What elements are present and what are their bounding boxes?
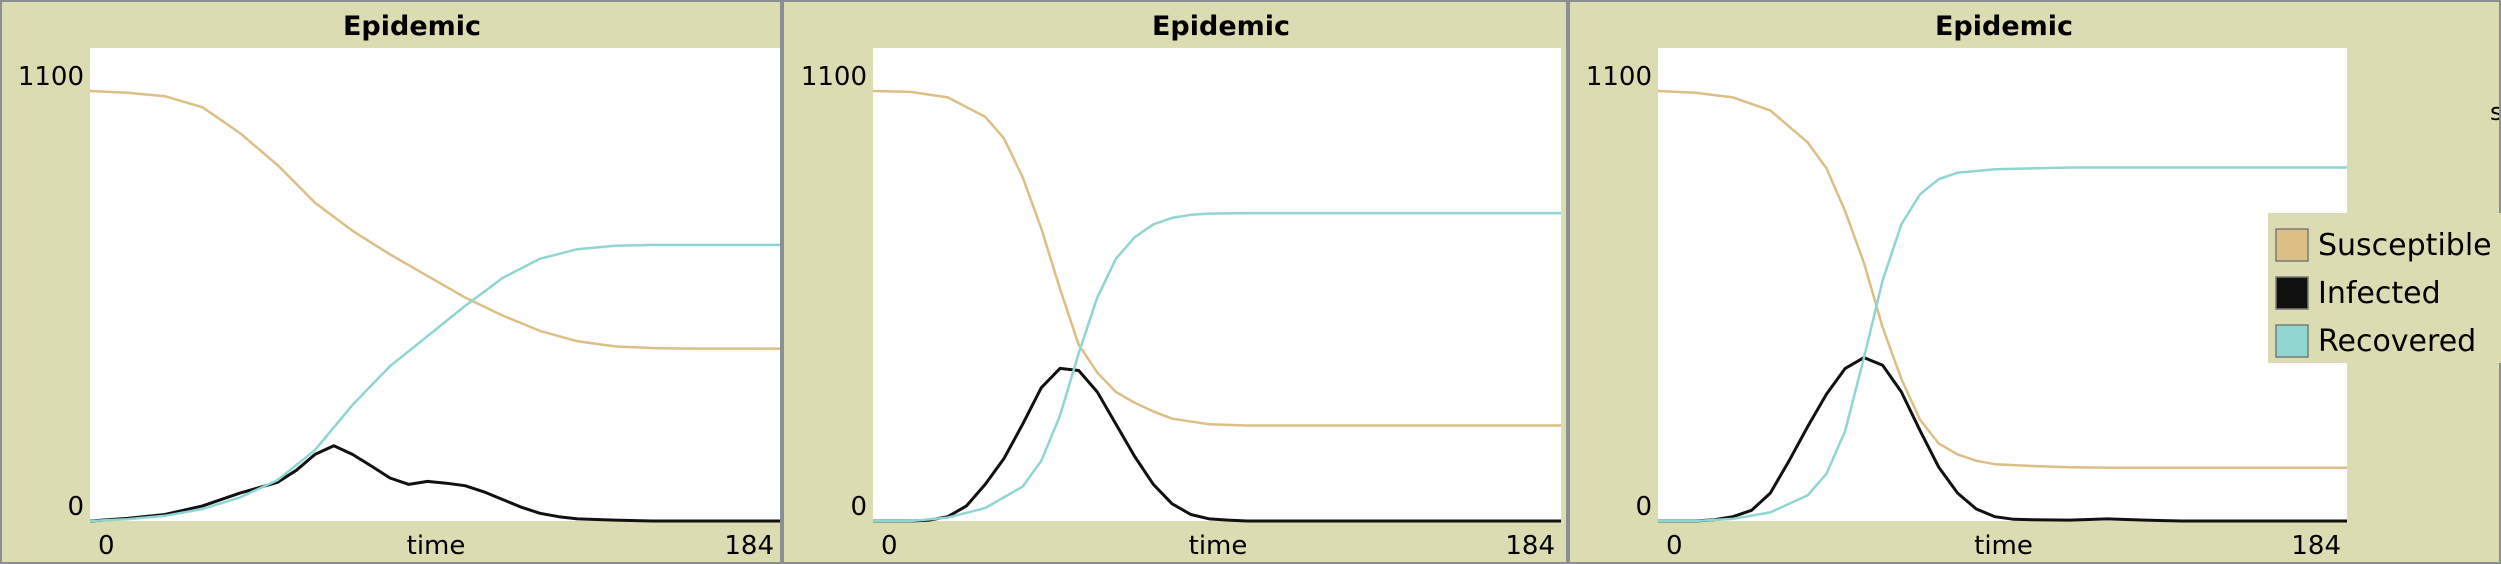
y-tick-label-min: 0 xyxy=(1635,492,1652,522)
series-line-susceptible xyxy=(89,89,780,350)
legend-label-infected: Infected xyxy=(2318,276,2441,311)
x-axis-label: time xyxy=(1974,531,2033,561)
chart-panel-2: Epidemic 1100 00 184 time xyxy=(782,0,1568,564)
panel-border xyxy=(782,0,1568,564)
chart-title: Epidemic xyxy=(343,11,481,42)
y-tick-label-max: 1100 xyxy=(18,62,84,92)
plot-area xyxy=(90,48,780,521)
x-tick-label-max: 184 xyxy=(1505,531,1555,561)
x-tick-label-max: 184 xyxy=(724,531,774,561)
y-tick-label-max: 1100 xyxy=(1586,62,1652,92)
x-axis-label: time xyxy=(407,531,466,561)
legend-swatch-recovered xyxy=(2275,324,2309,358)
series-line-susceptible xyxy=(872,89,1561,427)
x-axis-label: time xyxy=(1189,531,1248,561)
legend-label-recovered: Recovered xyxy=(2318,324,2476,359)
legend-label-susceptible: Susceptible xyxy=(2318,228,2492,263)
series-line-infected xyxy=(873,366,1561,523)
plot-area xyxy=(873,48,1561,521)
legend-swatch-infected xyxy=(2275,276,2309,310)
panel-border xyxy=(0,0,782,564)
series-line-recovered xyxy=(89,243,780,523)
x-tick-label-min: 0 xyxy=(1666,531,1683,561)
x-tick-label-min: 0 xyxy=(881,531,898,561)
y-tick-label-max: 1100 xyxy=(801,62,867,92)
chart-title: Epidemic xyxy=(1152,11,1290,42)
chart-title: Epidemic xyxy=(1935,11,2073,42)
legend: Susceptible Infected Recovered xyxy=(2268,213,2501,363)
series-line-infected xyxy=(1658,356,2347,523)
y-tick-label-min: 0 xyxy=(67,492,84,522)
series-line-recovered xyxy=(873,211,1561,523)
chart-panel-1: Epidemic 1100 00 184 time xyxy=(0,0,782,564)
series-line-recovered xyxy=(1658,166,2347,523)
chart-panel-3: Epidemic 1100 00 184 time Susceptible Infected… xyxy=(1568,0,2501,564)
x-tick-label-max: 184 xyxy=(2291,531,2341,561)
legend-swatch-susceptible xyxy=(2275,228,2309,262)
series-line-susceptible xyxy=(1657,89,2347,469)
y-tick-label-min: 0 xyxy=(850,492,867,522)
series-line-infected xyxy=(89,444,780,523)
plot-area xyxy=(1658,48,2347,521)
x-tick-label-min: 0 xyxy=(98,531,115,561)
clipped-edge-text: s xyxy=(2490,98,2501,126)
